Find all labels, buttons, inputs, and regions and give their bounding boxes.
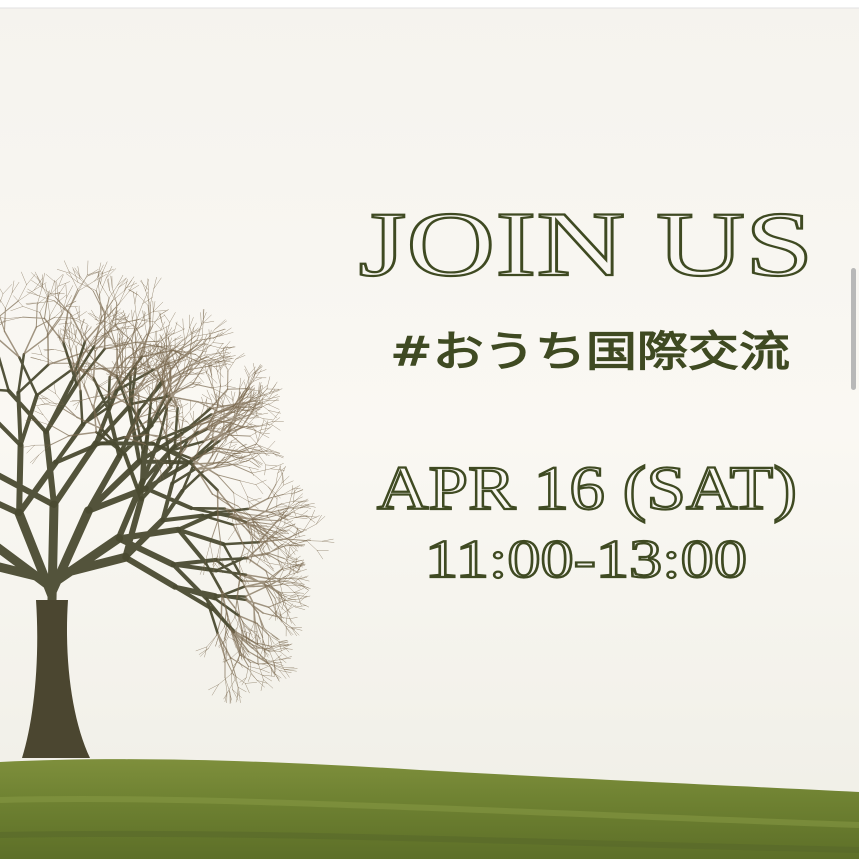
headline: JOIN US <box>359 193 814 295</box>
tree <box>0 260 335 758</box>
tree-branches <box>0 340 261 635</box>
event-date: APR 16 (SAT) <box>377 455 797 523</box>
tree-branches <box>0 429 182 590</box>
scrollbar <box>851 268 856 390</box>
tree-trunk <box>22 600 90 758</box>
tree-branches <box>0 500 130 605</box>
tree-branches <box>0 260 335 704</box>
grass-stripe <box>0 830 859 853</box>
hashtag: #おうち国際交流 <box>390 327 790 376</box>
event-time: 11:00-13:00 <box>425 529 747 589</box>
grass-stripe <box>0 796 859 828</box>
top-border <box>0 0 859 8</box>
